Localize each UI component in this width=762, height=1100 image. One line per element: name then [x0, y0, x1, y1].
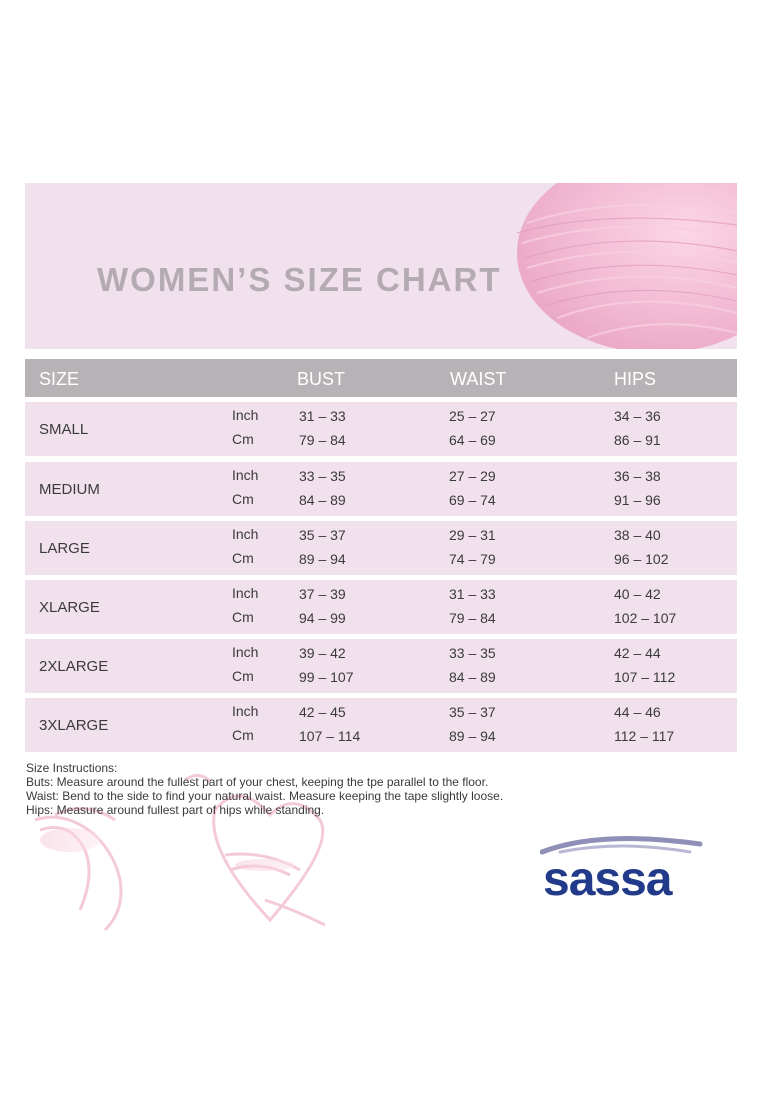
size-label: LARGE [39, 540, 90, 557]
bust-inch: 37 – 39 [299, 586, 346, 602]
waist-inch: 33 – 35 [449, 645, 496, 661]
waist-cm: 74 – 79 [449, 551, 496, 567]
table-row: SMALL Inch Cm 31 – 33 79 – 84 25 – 27 64… [25, 402, 737, 456]
bust-cm: 89 – 94 [299, 551, 346, 567]
hips-inch: 44 – 46 [614, 704, 661, 720]
table-row: 2XLARGE Inch Cm 39 – 42 99 – 107 33 – 35… [25, 639, 737, 693]
hips-cm: 91 – 96 [614, 492, 661, 508]
cm-label: Cm [232, 727, 254, 743]
bust-inch: 39 – 42 [299, 645, 346, 661]
instructions-heading: Size Instructions: [26, 761, 118, 775]
bust-inch: 31 – 33 [299, 408, 346, 424]
waist-inch: 29 – 31 [449, 527, 496, 543]
inch-label: Inch [232, 407, 259, 423]
header-bust: BUST [297, 369, 346, 389]
instructions-waist: Waist: Bend to the side to find your nat… [26, 789, 504, 803]
size-label: 3XLARGE [39, 717, 109, 734]
cm-label: Cm [232, 431, 254, 447]
table-row: MEDIUM Inch Cm 33 – 35 84 – 89 27 – 29 6… [25, 462, 737, 516]
cm-label: Cm [232, 609, 254, 625]
bust-inch: 35 – 37 [299, 527, 346, 543]
size-label: SMALL [39, 421, 89, 438]
bust-cm: 79 – 84 [299, 432, 346, 448]
page-title: WOMEN’S SIZE CHART [97, 261, 502, 298]
size-instructions: Size Instructions: Buts: Measure around … [26, 761, 503, 817]
waist-inch: 31 – 33 [449, 586, 496, 602]
inch-label: Inch [232, 703, 259, 719]
bust-cm: 84 – 89 [299, 492, 346, 508]
hips-cm: 86 – 91 [614, 432, 661, 448]
cm-label: Cm [232, 491, 254, 507]
waist-cm: 89 – 94 [449, 728, 496, 744]
bust-cm: 107 – 114 [299, 728, 361, 744]
bust-cm: 94 – 99 [299, 610, 346, 626]
header-hips: HIPS [614, 369, 657, 389]
hips-cm: 107 – 112 [614, 669, 676, 685]
header-size: SIZE [39, 369, 80, 389]
bust-inch: 42 – 45 [299, 704, 346, 720]
instructions-bust: Buts: Measure around the fullest part of… [26, 775, 489, 789]
waist-inch: 25 – 27 [449, 408, 496, 424]
waist-cm: 64 – 69 [449, 432, 496, 448]
waist-cm: 69 – 74 [449, 492, 496, 508]
inch-label: Inch [232, 526, 259, 542]
table-row: LARGE Inch Cm 35 – 37 89 – 94 29 – 31 74… [25, 521, 737, 575]
table-row: 3XLARGE Inch Cm 42 – 45 107 – 114 35 – 3… [25, 698, 737, 752]
waist-inch: 35 – 37 [449, 704, 496, 720]
inch-label: Inch [232, 644, 259, 660]
hips-cm: 102 – 107 [614, 610, 677, 626]
hips-inch: 36 – 38 [614, 468, 661, 484]
hips-inch: 38 – 40 [614, 527, 661, 543]
size-label: MEDIUM [39, 481, 100, 498]
cm-label: Cm [232, 550, 254, 566]
cm-label: Cm [232, 668, 254, 684]
size-label: 2XLARGE [39, 658, 109, 675]
sassa-logo-waves [540, 836, 703, 855]
size-label: XLARGE [39, 599, 100, 616]
waist-inch: 27 – 29 [449, 468, 496, 484]
hips-inch: 40 – 42 [614, 586, 661, 602]
yarn-heart-decoration [34, 774, 326, 932]
brand-logo: sassa [543, 853, 672, 906]
inch-label: Inch [232, 585, 259, 601]
inch-label: Inch [232, 467, 259, 483]
hips-cm: 112 – 117 [614, 728, 675, 744]
hips-cm: 96 – 102 [614, 551, 669, 567]
bust-cm: 99 – 107 [299, 669, 354, 685]
waist-cm: 79 – 84 [449, 610, 496, 626]
title-banner: WOMEN’S SIZE CHART [25, 183, 737, 349]
header-waist: WAIST [450, 369, 507, 389]
yarn-ball-image [516, 183, 737, 349]
waist-cm: 84 – 89 [449, 669, 496, 685]
table-header: SIZE BUST WAIST HIPS [25, 359, 737, 397]
instructions-hips: Hips: Measure around fullest part of hip… [26, 803, 325, 817]
hips-inch: 42 – 44 [614, 645, 661, 661]
hips-inch: 34 – 36 [614, 408, 661, 424]
table-row: XLARGE Inch Cm 37 – 39 94 – 99 31 – 33 7… [25, 580, 737, 634]
bust-inch: 33 – 35 [299, 468, 346, 484]
